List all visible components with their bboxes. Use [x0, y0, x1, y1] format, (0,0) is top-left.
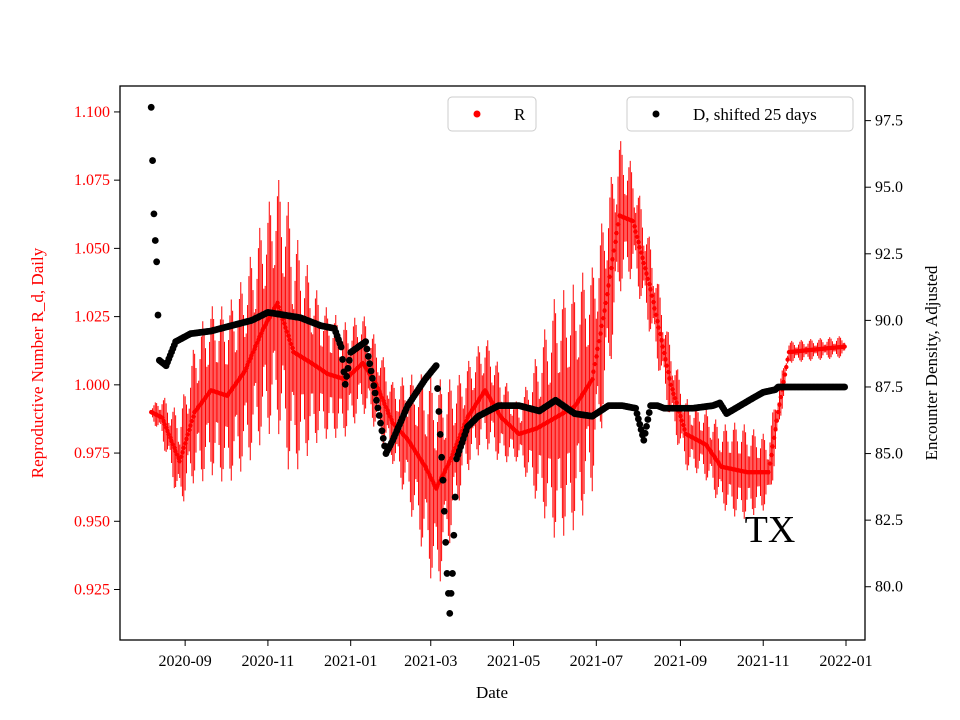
- d-point: [149, 157, 156, 164]
- legend-r-box: [447, 96, 537, 132]
- d-point: [344, 364, 352, 372]
- d-point: [633, 410, 641, 418]
- x-axis: 2020-09 2020-11 2021-01 2021-03 2021-05 2021-…: [158, 640, 873, 670]
- d-point: [370, 382, 378, 390]
- y-right-tick-label: 80.0: [875, 579, 903, 596]
- d-point: [367, 367, 375, 375]
- y-left-tick-label: 0.950: [74, 513, 110, 530]
- r-point: [784, 364, 789, 370]
- d-point: [364, 352, 372, 360]
- d-point: [636, 420, 644, 428]
- x-tick-label: 2021-11: [737, 653, 790, 670]
- state-annotation: TX: [745, 509, 796, 551]
- y-left-tick-label: 0.925: [74, 582, 110, 599]
- d-point: [147, 103, 155, 111]
- d-point: [339, 356, 346, 363]
- d-point: [341, 380, 349, 388]
- y-left-tick-label: 1.050: [74, 240, 110, 257]
- d-point: [379, 434, 387, 442]
- d-point: [443, 570, 451, 577]
- x-axis-label: Date: [476, 683, 508, 702]
- d-series: [147, 103, 849, 617]
- x-tick-label: 2020-11: [242, 653, 295, 670]
- d-point: [377, 419, 384, 427]
- d-point: [442, 538, 450, 546]
- d-point: [434, 385, 441, 392]
- y-axis-left-label: Reproductive Number R_d, Daily: [28, 247, 47, 478]
- d-point: [641, 429, 649, 437]
- y-left-tick-label: 0.975: [74, 445, 110, 462]
- legend-d: D, shifted 25 days: [626, 96, 854, 132]
- d-point: [378, 427, 386, 435]
- x-tick-label: 2020-09: [158, 653, 211, 670]
- d-point: [362, 338, 370, 346]
- d-point: [151, 237, 159, 244]
- d-point: [345, 356, 353, 364]
- d-point: [366, 360, 374, 368]
- x-tick-label: 2021-07: [570, 653, 623, 670]
- y-left-tick-label: 1.100: [74, 104, 110, 121]
- d-point: [153, 258, 161, 266]
- x-tick-label: 2021-03: [404, 653, 457, 670]
- y-axis-left: 0.925 0.950 0.975 1.000 1.025 1.050 1.075 1.100: [74, 104, 120, 599]
- x-tick-label: 2022-01: [819, 653, 872, 670]
- legend-r: R: [447, 96, 537, 132]
- y-right-tick-label: 97.5: [875, 113, 903, 130]
- d-point: [438, 453, 446, 461]
- r-point: [842, 344, 847, 349]
- d-point: [841, 383, 849, 391]
- y-right-tick-label: 85.0: [875, 446, 903, 463]
- d-point: [154, 311, 162, 319]
- d-point: [432, 362, 440, 370]
- d-point: [369, 374, 376, 382]
- d-point: [371, 389, 379, 397]
- d-point: [440, 507, 448, 515]
- d-point: [643, 422, 650, 430]
- d-point: [363, 345, 371, 353]
- d-point: [375, 412, 383, 419]
- d-point: [343, 372, 351, 380]
- y-left-tick-label: 1.025: [74, 309, 110, 326]
- d-point: [337, 343, 345, 351]
- r-point: [782, 372, 788, 377]
- d-point: [435, 408, 443, 415]
- d-point: [439, 476, 447, 484]
- y-axis-right: 80.0 82.5 85.0 87.5 90.0 92.5 95.0 97.5: [865, 113, 903, 596]
- x-tick-label: 2021-09: [654, 653, 707, 670]
- d-point: [373, 396, 380, 404]
- y-right-tick-label: 90.0: [875, 312, 903, 329]
- d-point: [450, 531, 458, 539]
- legend-r-marker: [473, 110, 481, 118]
- y-left-tick-label: 1.075: [74, 172, 110, 189]
- legend-d-marker: [652, 110, 660, 118]
- d-point: [447, 589, 455, 597]
- d-point: [436, 430, 444, 438]
- d-point: [632, 404, 640, 412]
- legend-d-label: D, shifted 25 days: [693, 105, 817, 124]
- legend-d-box: [626, 96, 854, 132]
- d-point: [374, 404, 382, 412]
- d-point: [640, 436, 648, 444]
- y-right-tick-label: 82.5: [875, 512, 903, 529]
- d-point: [449, 570, 456, 577]
- y-axis-right-label: Encounter Density, Adjusted: [922, 265, 941, 460]
- d-point: [451, 493, 459, 501]
- y-right-tick-label: 92.5: [875, 246, 903, 263]
- legend-r-label: R: [514, 105, 526, 124]
- d-point: [150, 210, 158, 218]
- plot-frame: [119, 85, 866, 641]
- d-point: [644, 416, 652, 423]
- d-point: [645, 409, 653, 416]
- y-right-tick-label: 87.5: [875, 379, 903, 396]
- x-tick-label: 2021-01: [324, 653, 377, 670]
- d-point: [446, 609, 454, 617]
- x-tick-label: 2021-05: [487, 653, 540, 670]
- y-right-tick-label: 95.0: [875, 179, 903, 196]
- plot-background: [120, 86, 865, 640]
- d-point: [634, 415, 642, 423]
- y-left-tick-label: 1.000: [74, 377, 110, 394]
